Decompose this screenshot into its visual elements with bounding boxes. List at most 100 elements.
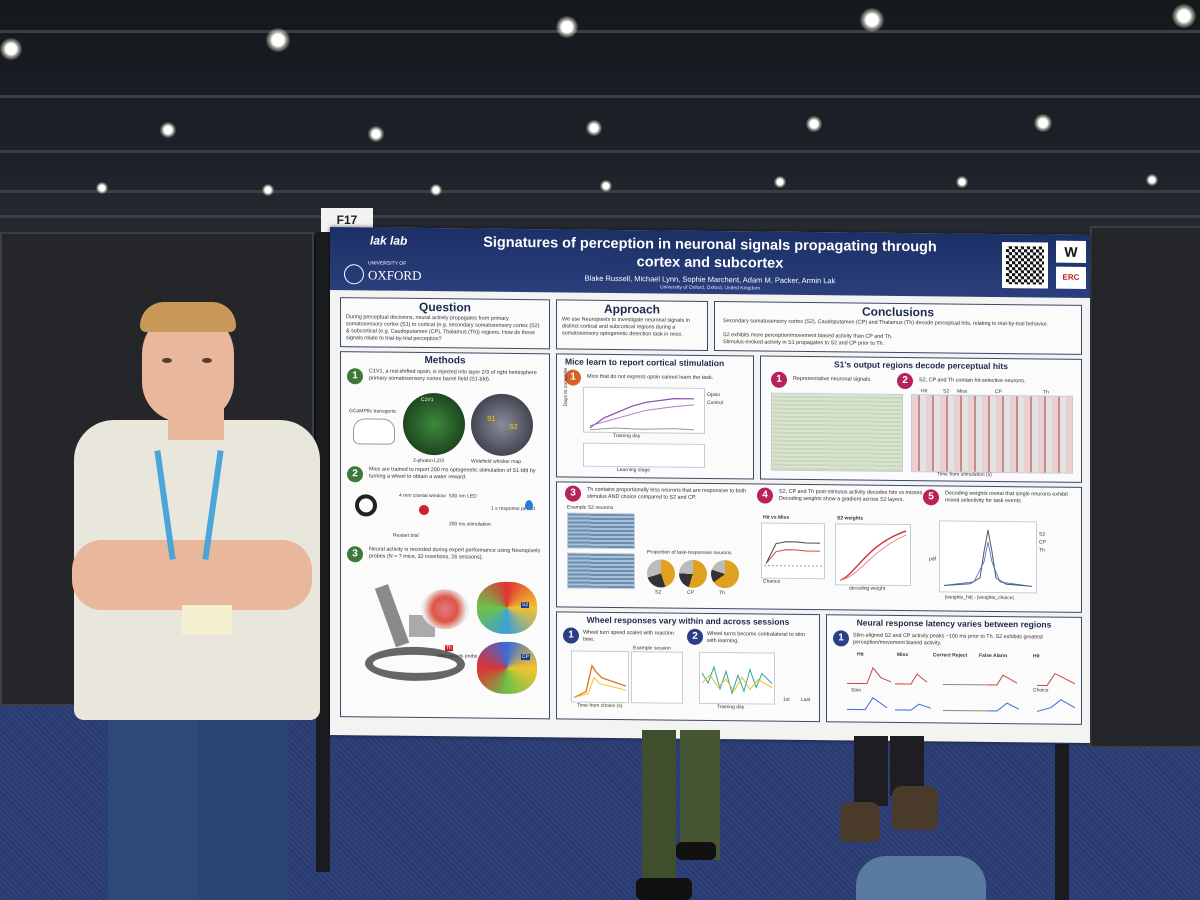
ceiling-truss	[0, 30, 1200, 33]
figure-label: 4 mm cranial window	[399, 492, 446, 500]
step-badge: 1	[347, 368, 363, 385]
figure-label: Example S2 neurons	[567, 504, 614, 511]
column-label: Correct Reject	[933, 652, 968, 659]
ceiling-truss	[0, 190, 1200, 193]
figure-label: Widefield whisker map	[471, 458, 522, 466]
figure-label: S1	[487, 415, 496, 423]
figure-label: 200 ms stimulation	[449, 521, 491, 528]
poster-title-line2: cortex and subcortex	[636, 254, 784, 272]
question-text: During perceptual decisions, neural acti…	[346, 314, 540, 343]
erc-logo: ERC	[1056, 266, 1086, 289]
hair	[140, 302, 236, 332]
latency-section: Neural response latency varies between r…	[826, 614, 1082, 725]
ceiling-light	[0, 38, 22, 60]
learning-section: Mice learn to report cortical stimulatio…	[556, 353, 754, 480]
ceiling	[0, 0, 1200, 235]
decoding-accuracy-plot	[761, 522, 825, 580]
panel-text: S2, CP and Th post-stimulus activity dec…	[779, 488, 924, 504]
figure-label: Neuropixels probe	[437, 653, 478, 660]
lab-logo: lak lab	[370, 233, 408, 248]
figure-label: Proportion of task-responsive neurons	[647, 549, 732, 557]
ceiling-light	[368, 126, 384, 142]
university-label: UNIVERSITY OF	[368, 260, 407, 267]
panel-badge: 2	[687, 628, 703, 645]
axis-label: Days to complete	[563, 367, 569, 407]
pie-label: S2	[655, 589, 662, 596]
approach-section: Approach We use Neuropixels to investiga…	[556, 299, 708, 351]
booth-wall-right	[1090, 226, 1200, 748]
widefield-image	[471, 393, 533, 457]
panel-text: Wheel turns become contralateral to stim…	[707, 630, 805, 645]
panel-text: Decoding weights reveal that single neur…	[945, 490, 1068, 505]
panel-badge: 1	[563, 627, 579, 644]
learning-wheel-plot	[699, 651, 775, 705]
booth-post	[1055, 744, 1069, 900]
learning-curves	[589, 398, 695, 431]
panel-badge: 4	[757, 487, 773, 504]
panel-text: Wheel turn speed scales with reaction ti…	[583, 629, 674, 643]
figure-label: 2-photon L2/3	[413, 457, 444, 465]
jeans-right-leg	[198, 690, 288, 900]
methods-section: Methods 1 C1V1, a red-shifted opsin, is …	[340, 351, 550, 720]
mouse-illustration	[353, 418, 395, 445]
crossed-arms	[72, 540, 312, 610]
ceiling-light	[1146, 174, 1158, 186]
panel-badge: 2	[897, 372, 913, 390]
region-label: Th	[445, 645, 453, 652]
column-label: Miss	[957, 388, 968, 395]
ceiling-light	[160, 122, 176, 138]
panel-text: Mice that do not express opsin cannot le…	[587, 373, 714, 382]
visitor-leg	[642, 730, 676, 880]
column-label: S2	[943, 388, 950, 395]
panel-badge: 5	[923, 489, 939, 506]
method-step-text: C1V1, a red-shifted opsin, is injected i…	[369, 368, 537, 383]
region-label: S2	[521, 602, 530, 609]
example-neuron-raster	[567, 512, 635, 550]
column-label: Th	[1043, 389, 1049, 396]
ceiling-truss	[0, 95, 1200, 98]
approach-text: We use Neuropixels to investigate neuron…	[562, 316, 690, 338]
axis-label: Time from choice (s)	[577, 702, 623, 710]
axis-label: 1st	[783, 696, 790, 703]
poster-header: lak lab UNIVERSITY OF OXFORD Signatures …	[330, 227, 1090, 298]
section-title: Approach	[603, 301, 660, 317]
axis-label: Time from stimulation (s)	[937, 471, 992, 478]
stimulus-icon	[419, 504, 429, 516]
research-poster: lak lab UNIVERSITY OF OXFORD Signatures …	[330, 227, 1090, 743]
axis-label: |weights_hit| - |weights_choice|	[945, 594, 1014, 602]
selectivity-heatmaps	[911, 394, 1073, 474]
wheel-icon	[355, 494, 377, 517]
column-label: False Alarm	[979, 652, 1008, 660]
learning-plot	[583, 386, 705, 434]
axis-label: Learning stage	[617, 467, 651, 474]
section-title: S1's output regions decode perceptual hi…	[834, 359, 1008, 372]
panel-badge: 3	[565, 485, 581, 502]
column-label: Miss	[897, 651, 909, 659]
axis-label: decoding weight	[849, 585, 886, 592]
panel-text: S2, CP and Th contain hit-selective neur…	[919, 377, 1026, 385]
legend-label: Opsin	[707, 391, 721, 399]
qr-code-icon	[1002, 242, 1048, 289]
ceiling-light	[1034, 114, 1052, 132]
step-badge: 2	[347, 466, 363, 483]
conclusions-section: Conclusions Secondary somatosensory cort…	[714, 301, 1082, 355]
ceiling-light	[266, 28, 290, 52]
legend-label: Control	[707, 399, 724, 407]
ceiling-light	[430, 184, 442, 196]
learning-stage-plot	[583, 442, 705, 468]
legend-label: S2	[1039, 531, 1046, 538]
stim-aligned-traces	[847, 663, 1076, 689]
figure-label: Restart trial	[393, 532, 419, 539]
paw-movement-plot	[571, 650, 629, 704]
decoding-section: 3 Th contains proportionally less neuron…	[556, 481, 1082, 613]
pie-label: Th	[719, 590, 725, 597]
column-label: CP	[995, 388, 1002, 396]
figure-label: S2 weights	[837, 515, 864, 522]
example-neuron-raster	[567, 552, 635, 590]
dress-shoe	[840, 802, 880, 842]
ceiling-light	[600, 180, 612, 192]
column-label: Hit	[1033, 653, 1040, 660]
ceiling-light	[556, 16, 578, 38]
pie-chart-cp	[679, 559, 707, 588]
column-label: Hit	[921, 388, 928, 395]
